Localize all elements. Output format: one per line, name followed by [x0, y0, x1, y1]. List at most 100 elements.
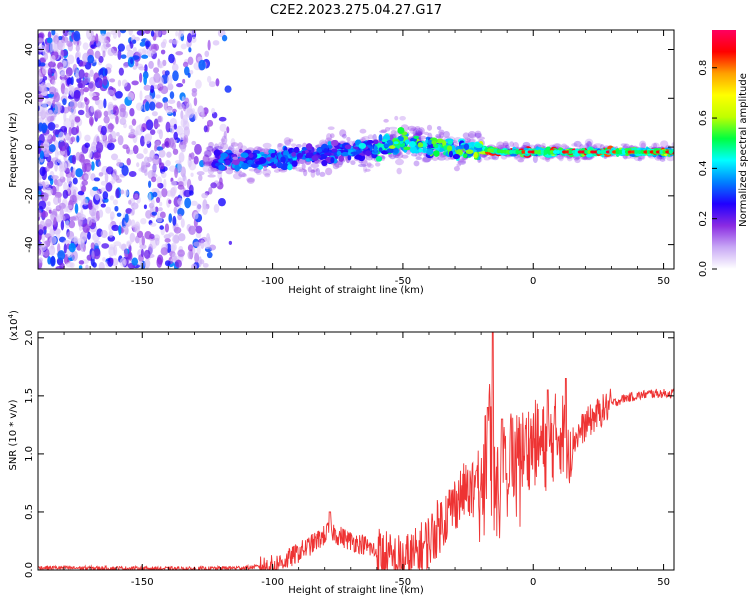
spectrogram-cell — [149, 129, 156, 135]
spectrogram-cell — [156, 211, 160, 217]
snr-xtick-label: -50 — [395, 577, 411, 588]
spectrogram-cell — [175, 51, 184, 56]
spectrogram-cell — [60, 125, 68, 133]
spectrogram-cell — [305, 143, 313, 151]
spectrogram-cell — [280, 156, 286, 163]
spectrogram-cell — [49, 228, 56, 237]
spectrogram-cell — [90, 242, 95, 250]
spectrogram-cell — [247, 159, 253, 165]
spectrogram-cell — [174, 167, 178, 179]
spectrogram-cell — [291, 151, 297, 157]
spectrogram-cell — [173, 206, 178, 214]
spectrogram-cell — [512, 149, 517, 154]
spectrogram-cell — [176, 82, 184, 88]
spectrogram-cell — [238, 148, 243, 153]
spectrogram-cell — [119, 30, 127, 34]
spectrogram-cell — [136, 162, 140, 168]
spectrogram-cell — [540, 149, 545, 154]
spectrogram-cell — [224, 85, 232, 93]
spectrogram-cell — [158, 162, 165, 170]
spectrogram-cell — [399, 116, 406, 121]
spectrogram-cell — [204, 150, 212, 158]
spectrogram-cell — [71, 250, 78, 262]
spectrogram-cell — [148, 60, 154, 69]
spectrogram-cell — [95, 33, 99, 45]
spectrogram-cell — [84, 72, 89, 78]
spectrogram-cell — [443, 130, 450, 138]
spectrogram-cell — [198, 59, 206, 71]
spectrogram-cell — [149, 207, 154, 214]
spectrogram-cell — [100, 180, 107, 186]
spectrogram-xtick-label: -50 — [395, 276, 411, 287]
spectrogram-cell — [118, 224, 122, 236]
spectrogram-cell — [141, 123, 147, 132]
spectrogram-cell — [81, 185, 87, 193]
spectrogram-cell — [54, 123, 59, 128]
spectrogram-cell — [52, 129, 61, 135]
spectrogram-cell — [268, 149, 276, 154]
spectrogram-cell — [287, 164, 293, 171]
spectrogram-cell — [76, 57, 80, 65]
snr-ytick-label: 2.0 — [24, 330, 35, 346]
spectrogram-cell — [102, 257, 106, 262]
spectrogram-cell — [393, 147, 399, 154]
spectrogram-cell — [182, 173, 186, 182]
spectrogram-cell — [558, 155, 564, 162]
spectrogram-cell — [204, 50, 210, 58]
spectrogram-cell — [139, 90, 143, 101]
spectrogram-cell — [177, 197, 183, 206]
spectrogram-cell — [144, 94, 153, 101]
spectrogram-cell — [596, 149, 602, 154]
spectrogram-xtick-label: 50 — [657, 276, 670, 287]
spectrogram-cell — [62, 98, 67, 106]
spectrogram-cell — [164, 260, 171, 267]
spectrogram-cell — [640, 142, 646, 150]
spectrogram-cell — [107, 142, 115, 151]
spectrogram-cell — [467, 131, 477, 139]
spectrogram-cell — [270, 153, 276, 158]
spectrogram-cell — [155, 94, 161, 99]
spectrogram-cell — [178, 233, 186, 242]
spectrogram-cell — [230, 138, 236, 147]
spectrogram-cell — [182, 78, 186, 84]
spectrogram-cell — [90, 217, 98, 223]
spectrogram-cell — [45, 205, 50, 212]
spectrogram-xtick-label: -150 — [131, 276, 154, 287]
spectrogram-cell — [74, 203, 79, 214]
spectrogram-cell — [173, 226, 182, 234]
spectrogram-cell — [43, 52, 49, 61]
spectrogram-cell — [350, 160, 356, 166]
spectrogram-cell — [198, 174, 203, 182]
spectrogram-cell — [131, 202, 139, 210]
spectrogram-cell — [414, 130, 423, 137]
spectrogram-cell — [415, 130, 423, 137]
spectrogram-cell — [158, 149, 166, 158]
spectrogram-cell — [72, 177, 78, 185]
spectrogram-cell — [383, 143, 390, 148]
spectrogram-cell — [126, 146, 130, 154]
spectrogram-cell — [128, 125, 133, 130]
spectrogram-cell — [71, 154, 77, 165]
spectrogram-cell — [177, 213, 183, 221]
snr-xtick-label: -100 — [261, 577, 284, 588]
spectrogram-cell — [109, 195, 115, 201]
snr-panel: -150 -100 -50 0 50 0.0 0.5 1.0 1.5 2.0 Height of … — [7, 310, 675, 596]
spectrogram-cell — [58, 39, 66, 51]
spectrogram-cell — [165, 159, 171, 167]
spectrogram-cell — [149, 101, 156, 111]
spectrogram-cell — [164, 238, 171, 243]
spectrogram-cell — [39, 150, 44, 160]
spectrogram-cell — [202, 204, 208, 216]
spectrogram-cell — [154, 30, 162, 38]
spectrogram-cell — [119, 257, 127, 268]
spectrogram-cell — [131, 257, 139, 266]
spectrogram-cell — [366, 163, 374, 169]
spectrogram-cell — [56, 178, 63, 187]
spectrogram-cell — [51, 175, 59, 180]
spectrogram-cell — [47, 61, 56, 68]
spectrogram-cell — [66, 40, 73, 47]
spectrogram-cell — [448, 156, 455, 160]
spectrogram-ticks: -150 -100 -50 0 50 -40 -20 0 20 40 — [24, 30, 674, 287]
spectrogram-cell — [602, 149, 608, 154]
spectrogram-cell — [303, 169, 308, 177]
